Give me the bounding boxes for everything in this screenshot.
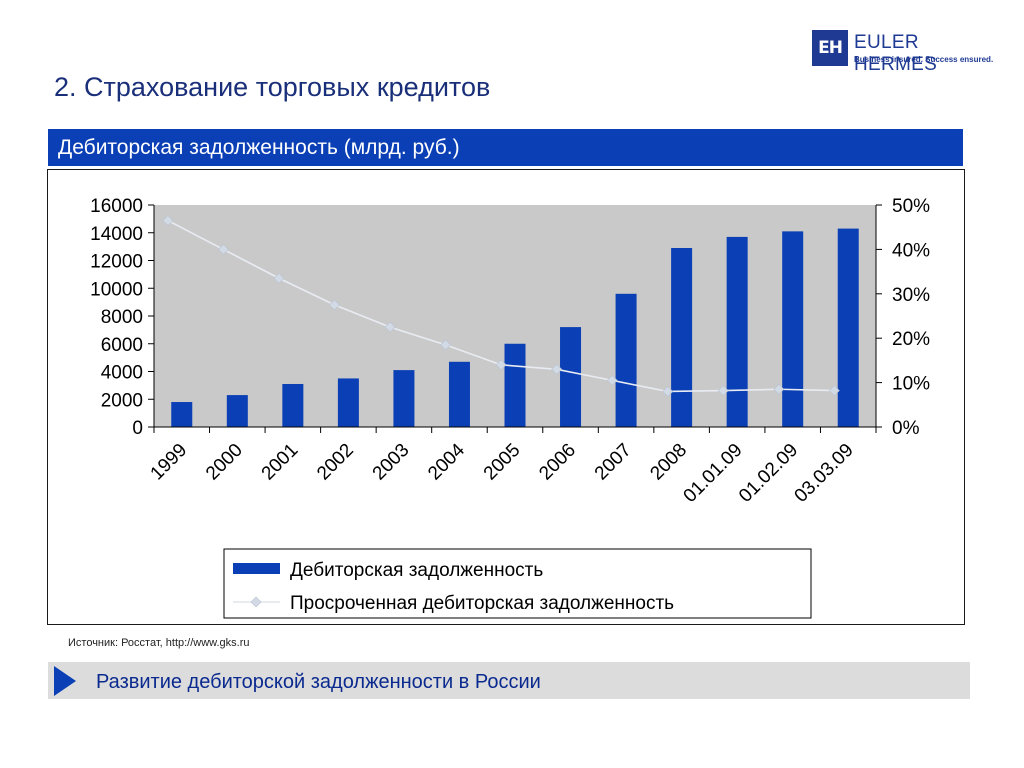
bar — [726, 236, 748, 427]
line-point — [717, 385, 729, 397]
x-tick-label: 01.01.09 — [680, 440, 747, 507]
combo-chart: 0 2000 4000 6000 8000 10000 12000 14000 16000 0% 1… — [90, 196, 930, 619]
x-tick-label: 03.03.09 — [791, 440, 858, 507]
y-right-tick-label: 50% — [892, 196, 930, 217]
line-point — [217, 243, 229, 255]
y-right-tick-label: 30% — [892, 285, 930, 306]
y-left-tick-label: 0 — [132, 418, 143, 439]
line-point — [606, 374, 618, 386]
y-left-tick-label: 16000 — [90, 196, 143, 217]
y-left-tick-label: 14000 — [90, 224, 143, 245]
bar — [226, 395, 248, 427]
bar — [504, 343, 526, 427]
bar — [337, 378, 359, 427]
x-tick-label: 2001 — [258, 440, 303, 485]
x-tick-label: 01.02.09 — [735, 440, 802, 507]
bar — [448, 361, 470, 427]
y-right-tick-label: 10% — [892, 374, 930, 395]
legend-label-bar: Дебиторская задолженность — [290, 560, 543, 581]
chevron-right-icon — [54, 666, 76, 696]
bar — [171, 402, 193, 427]
logo-mark: EH — [812, 30, 848, 66]
y-right-tick-label: 20% — [892, 329, 930, 350]
section-header: Дебиторская задолженность (млрд. руб.) — [48, 129, 963, 166]
bar — [837, 228, 859, 427]
y-right-tick-label: 0% — [892, 418, 920, 439]
line-point — [551, 363, 563, 375]
bottom-banner: Развитие дебиторской задолженности в Рос… — [48, 662, 970, 699]
page-title: 2. Страхование торговых кредитов — [54, 72, 491, 102]
bar — [393, 370, 415, 427]
bar — [282, 383, 304, 427]
line-point — [329, 299, 340, 311]
legend-swatch-point — [250, 596, 262, 608]
bar — [560, 327, 582, 427]
bottom-banner-label: Развитие дебиторской задолженности в Рос… — [96, 671, 541, 693]
line-point — [384, 321, 396, 333]
logo-name: EULER HERMES — [854, 32, 938, 75]
y-left-tick-label: 10000 — [90, 279, 143, 300]
legend-label-line: Просроченная дебиторская задолженность — [290, 593, 674, 614]
x-tick-label: 2004 — [424, 439, 469, 484]
x-tick-label: 2005 — [480, 440, 525, 485]
y-left-tick-label: 4000 — [101, 363, 143, 384]
x-tick-label: 2007 — [591, 440, 636, 485]
logo-tagline: Business insured. Success ensured. — [854, 55, 994, 64]
line-point — [662, 386, 674, 397]
bar — [782, 231, 804, 427]
y-left-tick-label: 8000 — [101, 307, 143, 328]
y-right-tick-label: 40% — [892, 240, 930, 261]
line-point — [162, 215, 174, 226]
x-tick-label: 2000 — [202, 440, 247, 485]
company-logo: EH EULER HERMES Business insured. Succes… — [812, 30, 993, 75]
line-point — [273, 272, 285, 284]
x-tick-label: 2006 — [535, 440, 580, 485]
source-note: Источник: Росстат, http://www.gks.ru — [68, 637, 250, 649]
chart-frame: 0 2000 4000 6000 8000 10000 12000 14000 16000 0% 1… — [47, 169, 965, 625]
legend-box — [223, 548, 812, 619]
y-left-tick-label: 12000 — [90, 252, 143, 273]
line-point — [495, 359, 507, 371]
x-tick-label: 1999 — [147, 440, 192, 485]
bar — [615, 293, 637, 427]
legend-swatch-bar — [233, 563, 280, 574]
y-left-tick-label: 6000 — [101, 335, 143, 356]
x-tick-label: 2008 — [646, 440, 691, 485]
y-left-tick-label: 2000 — [101, 390, 143, 411]
bar — [671, 248, 693, 427]
x-tick-label: 2003 — [369, 440, 414, 485]
line-point — [773, 383, 785, 395]
x-tick-label: 2002 — [313, 440, 358, 485]
line-point — [828, 385, 840, 397]
line-point — [440, 339, 452, 351]
